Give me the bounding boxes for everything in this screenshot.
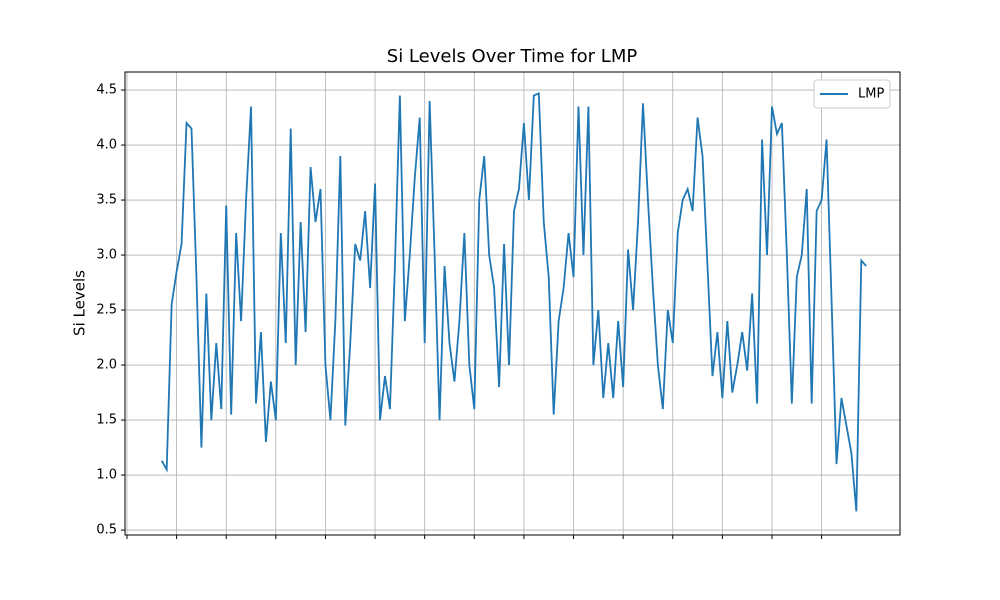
y-tick-label: 0.5	[96, 523, 117, 538]
y-tick-label: 4.0	[96, 138, 117, 153]
data-line	[160, 91, 867, 512]
chart-title: Si Levels Over Time for LMP	[387, 46, 638, 67]
y-tick-label: 2.5	[96, 303, 117, 318]
y-tick-label: 2.0	[96, 358, 117, 373]
y-tick-label: 1.5	[96, 413, 117, 428]
plot-frame	[124, 71, 901, 536]
legend-box	[813, 79, 891, 109]
y-tick-label: 4.5	[96, 83, 117, 98]
y-tick-label: 3.5	[96, 193, 117, 208]
y-axis-label: Si Levels	[71, 270, 89, 336]
legend-label: LMP	[858, 87, 884, 102]
y-tick-label: 1.0	[96, 468, 117, 483]
y-tick-label: 3.0	[96, 248, 117, 263]
